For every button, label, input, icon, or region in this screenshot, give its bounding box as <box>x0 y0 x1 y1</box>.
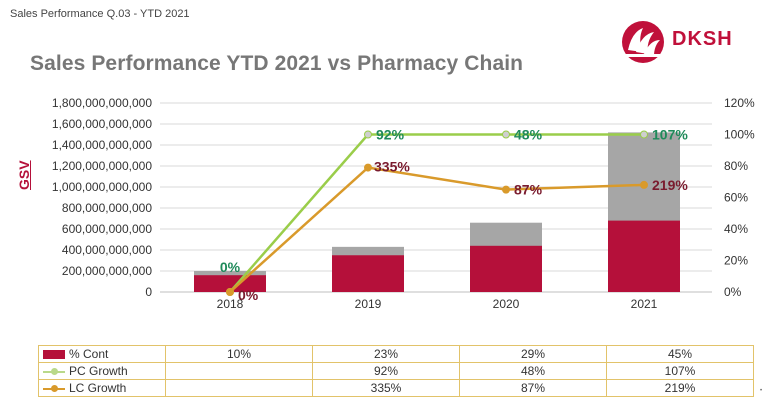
y-tick-label: 1,400,000,000,000 <box>52 138 152 152</box>
lc-growth-point <box>502 185 510 194</box>
table-cell: 335% <box>312 379 460 397</box>
y-tick-label: 1,600,000,000,000 <box>52 117 152 131</box>
lc-data-label: 87% <box>514 182 543 198</box>
legend-line-icon <box>43 384 65 393</box>
table-cell: 48% <box>459 362 607 380</box>
y-tick-label: 1,800,000,000,000 <box>52 96 152 110</box>
data-table: % Cont 10% 23% 29% 45% PC Growth 92% 48%… <box>38 345 754 397</box>
pc-data-label: 92% <box>376 127 405 143</box>
y-axis-label: GSV <box>16 160 32 190</box>
y-tick-label: 600,000,000,000 <box>62 222 152 236</box>
legend-bar-icon <box>43 350 65 360</box>
y2-tick-label: 0% <box>724 285 742 299</box>
pc-growth-point <box>502 130 510 139</box>
bar-cont <box>194 275 266 292</box>
pc-growth-point <box>364 130 372 139</box>
y-tick-label: 1,000,000,000,000 <box>52 180 152 194</box>
table-row: PC Growth 92% 48% 107% <box>38 362 754 380</box>
table-cell: 87% <box>459 379 607 397</box>
y2-tick-label: 80% <box>724 159 748 173</box>
logo-text: DKSH <box>672 28 733 50</box>
pc-data-label: 48% <box>514 127 543 143</box>
dksh-logo-icon <box>622 21 664 63</box>
lc-growth-line <box>229 166 645 293</box>
sales-chart: 0% 92% 48% 107% 0% 335% 87% 219% 0 200,000,000,0… <box>52 96 755 311</box>
table-cell: 29% <box>459 345 607 363</box>
table-row: LC Growth 335% 87% 219% <box>38 379 754 397</box>
slide-title: Sales Performance YTD 2021 vs Pharmacy C… <box>30 52 524 75</box>
lc-growth-point <box>226 288 234 296</box>
table-cell <box>165 379 313 397</box>
legend-line-icon <box>43 367 65 376</box>
bar-cont <box>470 245 542 292</box>
x-tick-label: 2021 <box>631 297 658 311</box>
y2-tick-label: 60% <box>724 191 748 205</box>
pc-data-label: 107% <box>652 127 688 143</box>
table-row-label: % Cont <box>38 345 166 363</box>
table-cell: 92% <box>312 362 460 380</box>
y-tick-label: 800,000,000,000 <box>62 201 152 215</box>
slide-subtitle: Sales Performance Q.03 - YTD 2021 <box>10 8 190 20</box>
lc-growth-point <box>364 163 372 172</box>
pc-data-label: 0% <box>220 259 241 275</box>
corner-dot: • <box>760 388 763 394</box>
table-cell: 23% <box>312 345 460 363</box>
table-row: % Cont 10% 23% 29% 45% <box>38 345 754 363</box>
y2-tick-label: 40% <box>724 222 748 236</box>
lc-data-label: 219% <box>652 177 688 193</box>
y-tick-label: 0 <box>145 285 152 299</box>
y2-tick-label: 120% <box>724 96 755 110</box>
lc-data-label: 0% <box>238 287 259 303</box>
table-cell: 219% <box>606 379 754 397</box>
pc-growth-line <box>229 133 644 293</box>
y2-tick-label: 100% <box>724 128 755 142</box>
x-tick-label: 2019 <box>355 297 382 311</box>
y2-tick-label: 20% <box>724 254 748 268</box>
y-tick-label: 400,000,000,000 <box>62 243 152 257</box>
table-cell: 10% <box>165 345 313 363</box>
y-tick-label: 1,200,000,000,000 <box>52 159 152 173</box>
y-tick-label: 200,000,000,000 <box>62 264 152 278</box>
lc-growth-point <box>640 180 648 189</box>
bar-cont <box>608 220 680 292</box>
bar-cont <box>332 255 404 292</box>
table-cell: 45% <box>606 345 754 363</box>
x-tick-label: 2020 <box>493 297 520 311</box>
x-tick-label: 2018 <box>217 297 244 311</box>
table-row-label: LC Growth <box>38 379 166 397</box>
lc-data-label: 335% <box>374 159 410 175</box>
table-row-label: PC Growth <box>38 362 166 380</box>
table-cell <box>165 362 313 380</box>
pc-growth-point <box>640 130 648 139</box>
table-cell: 107% <box>606 362 754 380</box>
